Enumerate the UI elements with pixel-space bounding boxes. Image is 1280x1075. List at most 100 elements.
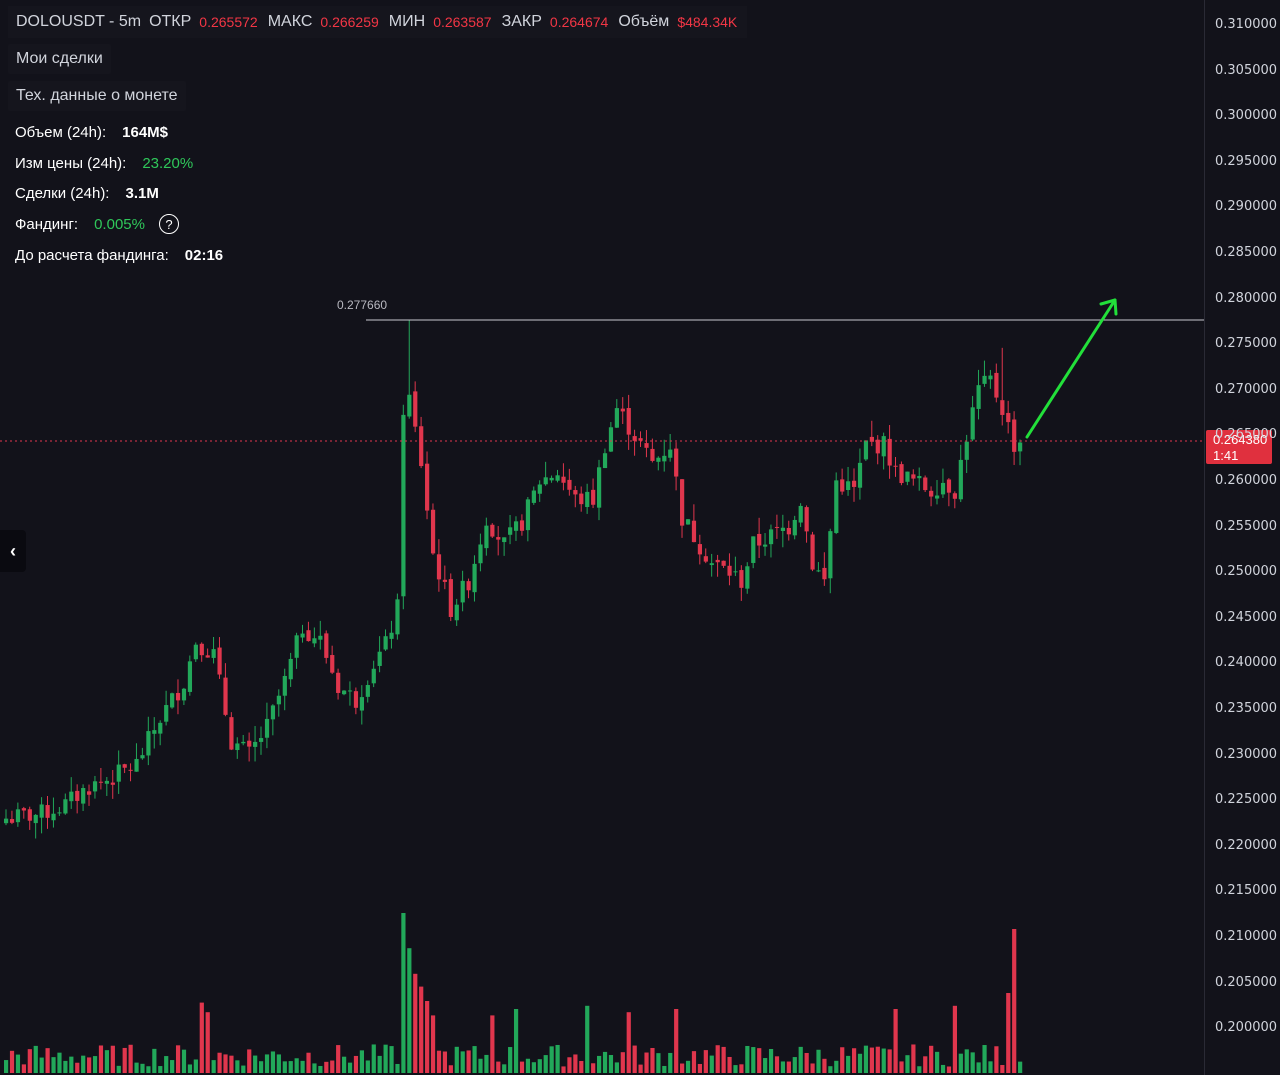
volume-bar [253,1055,258,1073]
candle-body [780,527,786,531]
volume-bar [519,1061,525,1073]
volume-bar [745,1045,750,1073]
volume-bar [1018,1061,1023,1073]
volume-bar [353,1055,359,1073]
candle-body [57,812,62,814]
candle-body [757,533,762,546]
volume-bar [840,1047,845,1073]
candle-body [662,455,667,462]
current-price-tag: 0.264380 1:41 [1206,430,1272,464]
my-trades-button[interactable]: Мои сделки [8,44,111,74]
volume-bar [549,1046,554,1073]
volume-bar [98,1045,104,1073]
candle-body [650,448,655,461]
volume-bar [893,1009,898,1073]
candle-body [905,471,910,482]
y-tick-label: 0.210000 [1215,929,1278,944]
volume-bar [336,1045,341,1073]
candle-body [982,375,987,384]
volume-bar [347,1062,353,1073]
volume-bar [9,1050,15,1073]
candle-body [217,647,222,675]
candle-body [816,570,821,572]
candle-body [970,407,975,440]
volume-bar [330,1060,335,1073]
candle-body [786,527,791,535]
candle-body [21,808,26,811]
stat-funding: Фандинг: 0.005% ? [15,214,179,234]
candle-body [282,675,287,696]
volume-bar [816,1049,821,1073]
volume-bar [685,1060,691,1073]
volume-bar [425,1001,430,1073]
candle-body [460,580,465,603]
volume-bar [531,1062,536,1073]
volume-bar [525,1058,531,1073]
candle-body [857,462,863,488]
candle-body [264,718,270,738]
volume-bar [92,1056,98,1073]
volume-bar [508,1047,513,1073]
candle-body [549,477,554,481]
candle-body [478,544,483,564]
trend-arrow[interactable] [1025,298,1118,439]
candle-body [98,781,104,783]
volume-bar [917,1066,922,1073]
high-value: 0.266259 [320,14,379,30]
volume-bar [395,1063,400,1073]
volume-bar [834,1060,839,1073]
volume-bar [709,1055,714,1073]
y-tick-label: 0.270000 [1215,381,1278,397]
candle-body [591,489,596,505]
volume-bar [697,1063,703,1073]
volume-bar [911,1044,916,1073]
volume-bar [205,1012,210,1073]
candle-body [330,655,335,673]
stat-value: 02:16 [184,247,224,264]
volume-bar [288,1061,293,1073]
candle-body [626,408,631,435]
candle-body [917,475,922,479]
candle-body [448,579,453,617]
volume-bar [324,1061,329,1073]
volume-bar [822,1058,827,1073]
candle-body [365,685,370,697]
volume-bar [63,1060,68,1073]
candle-body [276,695,281,705]
candle-body [134,758,139,772]
volume-bar [359,1050,364,1073]
volume-bar [294,1058,299,1073]
candle-body [164,705,169,722]
candle-body [247,740,252,747]
volume-bar [312,1063,317,1073]
y-tick-label: 0.305000 [1215,62,1278,78]
stat-value: 3.1M [125,185,159,202]
symbol-title[interactable]: DOLOUSDT - 5m [16,13,142,30]
volume-bar [134,1062,139,1073]
y-tick-label: 0.235000 [1215,701,1278,716]
price-chart[interactable] [0,0,1204,1075]
help-icon[interactable]: ? [158,214,179,234]
coin-data-button[interactable]: Тех. данные о монете [8,81,186,111]
candle-countdown: 1:41 [1213,448,1239,463]
price-axis[interactable] [1204,0,1280,1075]
volume-bar [389,1046,394,1073]
candle-body [632,436,637,441]
collapse-panel-button[interactable]: ‹ [0,530,26,572]
volume-bar [158,1066,163,1073]
candle-body [199,643,204,656]
volume-bar [674,1009,679,1073]
candle-body [674,448,679,477]
candle-body [140,755,145,759]
volume-bar [87,1057,92,1073]
candle-body [318,635,323,640]
candle-body [508,527,513,535]
candle-body [377,651,382,666]
candle-body [300,633,305,638]
candle-body [638,438,643,441]
volume-bar [869,1047,874,1073]
candle-body [146,731,151,756]
candle-body [389,632,394,639]
volume-bar [318,1066,323,1073]
volume-bar [952,1005,957,1073]
